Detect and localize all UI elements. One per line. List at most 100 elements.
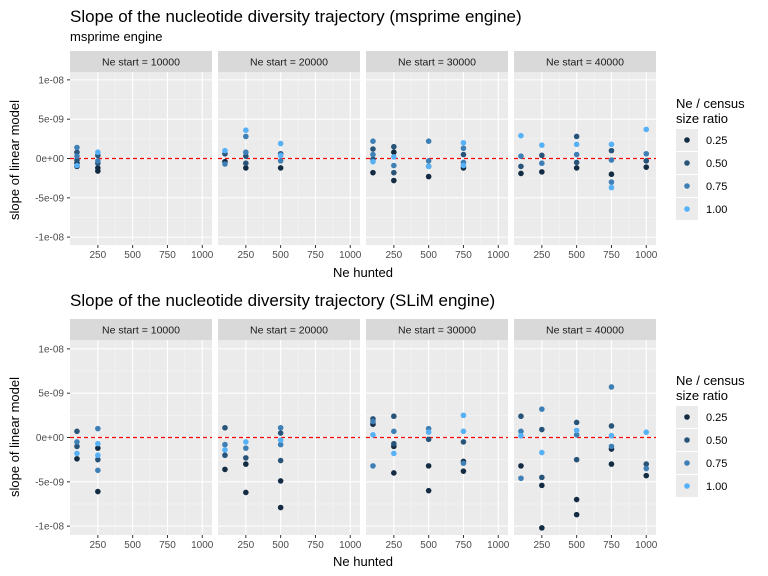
data-point: [460, 145, 467, 152]
data-point: [539, 525, 545, 531]
data-point: [243, 160, 249, 167]
data-point: [573, 432, 580, 438]
x-tick-label: 250: [237, 540, 254, 551]
y-tick-label: -1e-08: [35, 233, 64, 244]
legend-key-point: [684, 137, 690, 143]
data-point: [74, 144, 80, 151]
data-point: [608, 147, 615, 154]
data-point: [643, 429, 650, 435]
data-point: [573, 419, 580, 426]
x-tick-label: 750: [159, 540, 176, 551]
data-point: [573, 456, 580, 463]
data-point: [425, 173, 432, 180]
data-point: [370, 151, 376, 158]
legend-key-point: [684, 160, 690, 166]
x-tick-label: 500: [272, 540, 289, 551]
data-point: [573, 159, 580, 166]
data-point: [277, 430, 284, 436]
data-point: [222, 452, 228, 459]
x-axis-title: Ne hunted: [333, 265, 393, 280]
y-tick-label: -5e-09: [35, 193, 64, 204]
y-tick-label: -1e-08: [35, 522, 64, 533]
legend-title: size ratio: [676, 111, 728, 126]
data-point: [391, 169, 397, 176]
data-point: [95, 440, 101, 447]
facet-strip-label: Ne start = 30000: [398, 57, 476, 69]
data-point: [95, 425, 101, 432]
facet-panel: Ne start = 20000 250 500 750 1000: [218, 319, 362, 551]
data-point: [74, 149, 80, 156]
facet-strip: [218, 51, 360, 72]
data-point: [518, 475, 524, 482]
data-point: [243, 489, 249, 496]
legend-key-point: [684, 483, 690, 489]
facet-strip-label: Ne start = 30000: [398, 325, 476, 337]
data-point: [222, 466, 228, 473]
facet-strip: [514, 51, 656, 72]
data-point: [370, 169, 376, 176]
facet-panel: Ne start = 10000 250 500 750 1000: [70, 319, 214, 551]
data-point: [391, 143, 397, 150]
x-tick-label: 250: [89, 250, 106, 261]
x-tick-label: 750: [603, 540, 620, 551]
data-point: [539, 449, 545, 456]
data-point: [460, 428, 467, 435]
legend-label: 0.75: [706, 181, 727, 193]
data-point: [425, 158, 432, 164]
data-point: [460, 162, 467, 169]
data-point: [608, 443, 615, 450]
data-point: [460, 412, 467, 419]
data-point: [391, 413, 397, 420]
data-point: [573, 133, 580, 140]
data-point: [277, 441, 284, 448]
data-point: [391, 154, 397, 160]
x-tick-label: 500: [124, 250, 141, 261]
data-point: [608, 423, 615, 429]
facet-strip: [366, 319, 508, 340]
y-tick-label: 0e+00: [36, 433, 65, 444]
data-point: [608, 179, 615, 185]
data-point: [243, 445, 249, 451]
data-point: [95, 168, 101, 174]
x-tick-label: 250: [533, 250, 550, 261]
data-point: [391, 177, 397, 184]
data-point: [573, 511, 580, 518]
chart-title: Slope of the nucleotide diversity trajec…: [70, 7, 522, 26]
data-point: [643, 158, 650, 164]
data-point: [518, 153, 524, 159]
data-point: [539, 152, 545, 159]
data-point: [573, 496, 580, 503]
data-point: [243, 133, 249, 140]
x-tick-label: 500: [568, 250, 585, 261]
legend-key-point: [684, 206, 690, 212]
data-point: [518, 463, 524, 469]
data-point: [425, 429, 432, 435]
data-point: [539, 160, 545, 167]
data-point: [95, 149, 101, 156]
data-point: [74, 455, 80, 462]
data-point: [74, 450, 80, 457]
data-point: [222, 161, 228, 167]
chart-panel-2: Slope of the nucleotide diversity trajec…: [7, 291, 745, 569]
data-point: [460, 139, 467, 146]
data-point: [608, 461, 615, 467]
x-tick-label: 750: [455, 540, 472, 551]
data-point: [222, 424, 228, 431]
data-point: [95, 467, 101, 474]
x-tick-label: 1000: [191, 540, 214, 551]
x-tick-label: 500: [272, 250, 289, 261]
data-point: [573, 151, 580, 158]
data-point: [643, 461, 650, 467]
facet-panel: Ne start = 40000 250 500 750 1000: [514, 319, 658, 551]
data-point: [573, 165, 580, 171]
data-point: [518, 413, 524, 420]
data-point: [370, 463, 376, 469]
legend-key-point: [684, 414, 690, 420]
x-tick-label: 1000: [191, 250, 214, 261]
data-point: [243, 461, 249, 467]
facet-strip-label: Ne start = 40000: [546, 325, 624, 337]
facet-strip-label: Ne start = 20000: [250, 57, 328, 69]
data-point: [425, 463, 432, 469]
